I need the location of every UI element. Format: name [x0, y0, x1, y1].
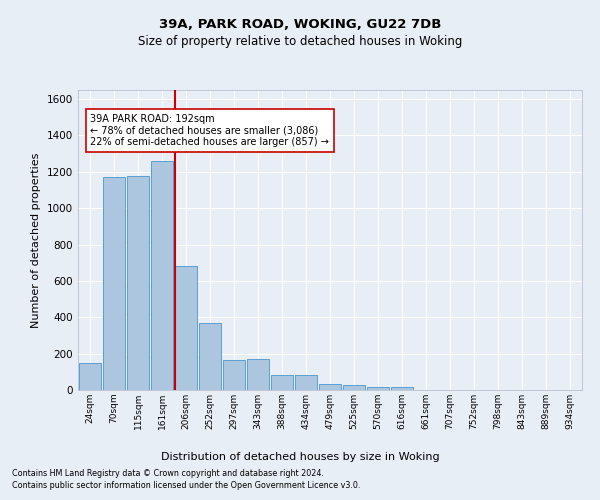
Text: Distribution of detached houses by size in Woking: Distribution of detached houses by size … — [161, 452, 439, 462]
Text: Size of property relative to detached houses in Woking: Size of property relative to detached ho… — [138, 35, 462, 48]
Bar — [295, 376, 317, 390]
Text: Contains HM Land Registry data © Crown copyright and database right 2024.: Contains HM Land Registry data © Crown c… — [12, 468, 324, 477]
Bar — [103, 178, 125, 390]
Bar — [247, 359, 269, 390]
Bar — [223, 360, 245, 390]
Text: Contains public sector information licensed under the Open Government Licence v3: Contains public sector information licen… — [12, 481, 361, 490]
Bar — [343, 384, 365, 390]
Y-axis label: Number of detached properties: Number of detached properties — [31, 152, 41, 328]
Bar — [151, 161, 173, 390]
Bar — [367, 386, 389, 390]
Bar — [199, 322, 221, 390]
Bar — [319, 384, 341, 390]
Bar — [391, 386, 413, 390]
Bar — [127, 176, 149, 390]
Text: 39A PARK ROAD: 192sqm
← 78% of detached houses are smaller (3,086)
22% of semi-d: 39A PARK ROAD: 192sqm ← 78% of detached … — [91, 114, 329, 147]
Bar — [271, 376, 293, 390]
Bar — [175, 266, 197, 390]
Text: 39A, PARK ROAD, WOKING, GU22 7DB: 39A, PARK ROAD, WOKING, GU22 7DB — [159, 18, 441, 30]
Bar — [79, 363, 101, 390]
